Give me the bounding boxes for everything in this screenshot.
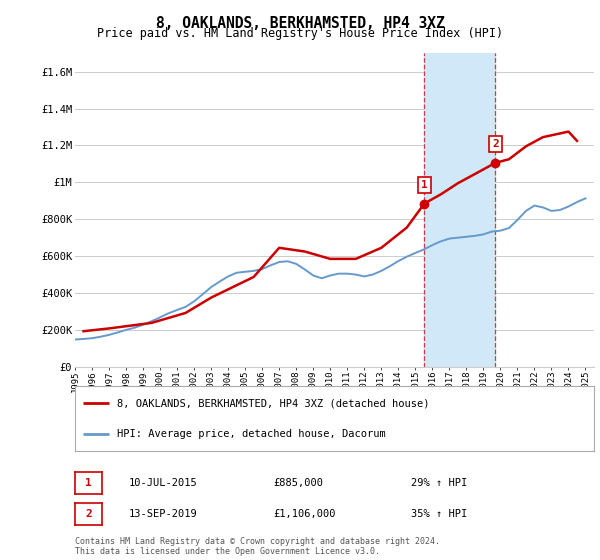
Text: 2: 2 bbox=[492, 139, 499, 150]
Text: Price paid vs. HM Land Registry's House Price Index (HPI): Price paid vs. HM Land Registry's House … bbox=[97, 27, 503, 40]
Text: 10-JUL-2015: 10-JUL-2015 bbox=[129, 478, 198, 488]
Text: Contains HM Land Registry data © Crown copyright and database right 2024.: Contains HM Land Registry data © Crown c… bbox=[75, 537, 440, 546]
Text: 1: 1 bbox=[421, 180, 428, 190]
Text: £1,106,000: £1,106,000 bbox=[273, 509, 335, 519]
Text: 1: 1 bbox=[85, 478, 92, 488]
Text: 8, OAKLANDS, BERKHAMSTED, HP4 3XZ (detached house): 8, OAKLANDS, BERKHAMSTED, HP4 3XZ (detac… bbox=[116, 398, 429, 408]
Text: £885,000: £885,000 bbox=[273, 478, 323, 488]
Text: This data is licensed under the Open Government Licence v3.0.: This data is licensed under the Open Gov… bbox=[75, 547, 380, 556]
Text: HPI: Average price, detached house, Dacorum: HPI: Average price, detached house, Daco… bbox=[116, 429, 385, 439]
Text: 29% ↑ HPI: 29% ↑ HPI bbox=[411, 478, 467, 488]
Text: 8, OAKLANDS, BERKHAMSTED, HP4 3XZ: 8, OAKLANDS, BERKHAMSTED, HP4 3XZ bbox=[155, 16, 445, 31]
Text: 2: 2 bbox=[85, 509, 92, 519]
Text: 35% ↑ HPI: 35% ↑ HPI bbox=[411, 509, 467, 519]
Text: 13-SEP-2019: 13-SEP-2019 bbox=[129, 509, 198, 519]
Bar bbox=[424, 53, 496, 367]
